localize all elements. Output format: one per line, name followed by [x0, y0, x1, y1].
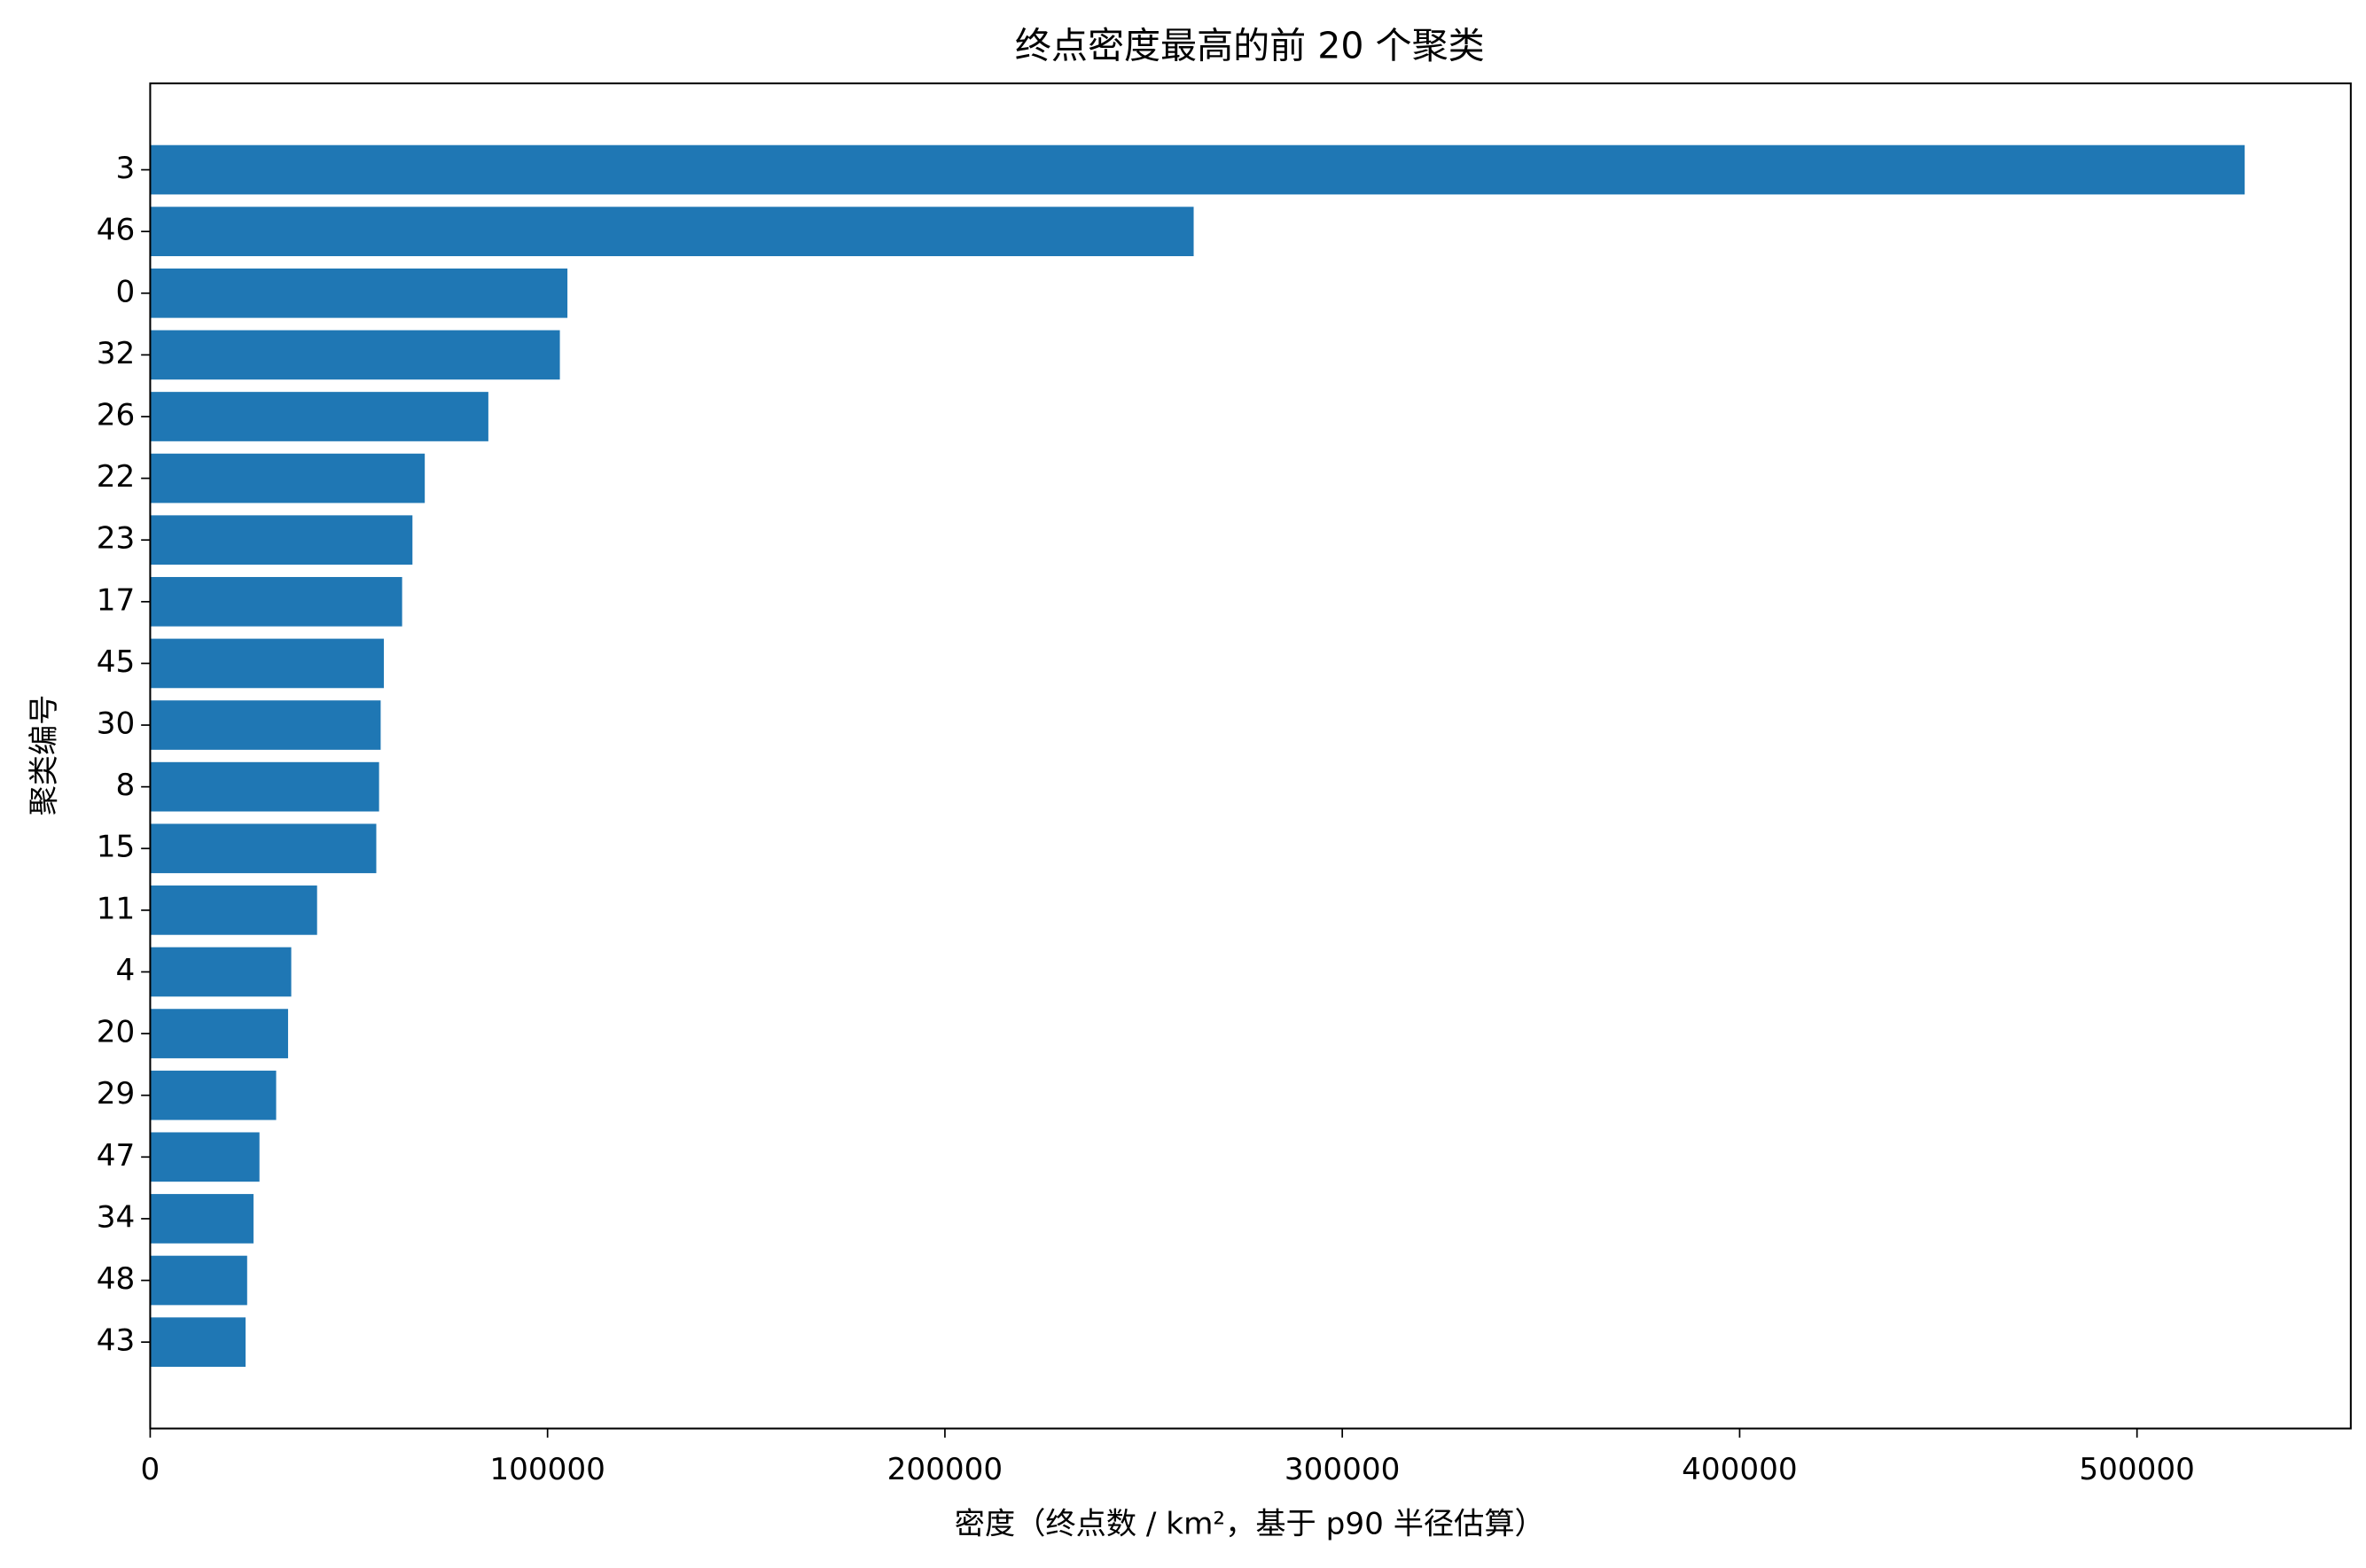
y-tick-label: 30 [97, 706, 136, 742]
y-tick-label: 3 [116, 151, 136, 186]
y-tick-label: 4 [116, 953, 136, 988]
bar [150, 1255, 247, 1306]
y-tick-label: 45 [97, 644, 136, 680]
y-tick-label: 43 [97, 1323, 136, 1359]
bar [150, 761, 379, 812]
bar [150, 823, 377, 874]
x-tick-label: 300000 [1285, 1452, 1401, 1487]
bar [150, 144, 2245, 195]
y-tick-label: 0 [116, 274, 136, 309]
bar [150, 576, 402, 627]
x-tick-label: 100000 [489, 1452, 605, 1487]
y-tick-label: 32 [97, 336, 136, 371]
bar [150, 330, 560, 380]
bar [150, 1009, 288, 1058]
bar [150, 700, 381, 750]
y-tick-label: 46 [97, 213, 136, 248]
bar [150, 207, 1194, 257]
x-tick-label: 500000 [2079, 1452, 2195, 1487]
chart-title: 终点密度最高的前 20 个聚类 [1015, 25, 1485, 67]
y-tick-label: 17 [97, 582, 136, 618]
bar [150, 1194, 254, 1244]
bar [150, 453, 426, 503]
bar [150, 638, 384, 689]
bar [150, 515, 413, 566]
y-tick-label: 11 [97, 891, 136, 926]
y-tick-label: 23 [97, 521, 136, 557]
x-tick-label: 0 [141, 1452, 160, 1487]
x-axis-label: 密度（终点数 / km²，基于 p90 半径估算） [955, 1507, 1545, 1542]
plot-frame [149, 82, 2352, 1430]
y-tick-label: 8 [116, 768, 136, 803]
y-tick-label: 47 [97, 1138, 136, 1174]
y-tick-label: 22 [97, 459, 136, 495]
bar [150, 1070, 277, 1120]
bar [150, 392, 488, 441]
x-tick-label: 200000 [887, 1452, 1003, 1487]
y-axis-label: 聚类编号 [27, 695, 62, 816]
bar [150, 1132, 260, 1182]
bar [150, 1317, 246, 1367]
y-tick-label: 15 [97, 830, 136, 865]
y-tick-label: 34 [97, 1199, 136, 1235]
y-tick-label: 29 [97, 1076, 136, 1112]
bar [150, 885, 317, 935]
y-tick-label: 20 [97, 1015, 136, 1050]
x-tick-label: 400000 [1682, 1452, 1798, 1487]
y-tick-label: 26 [97, 397, 136, 433]
y-tick-label: 48 [97, 1261, 136, 1297]
bar [150, 947, 292, 997]
bar [150, 268, 568, 318]
